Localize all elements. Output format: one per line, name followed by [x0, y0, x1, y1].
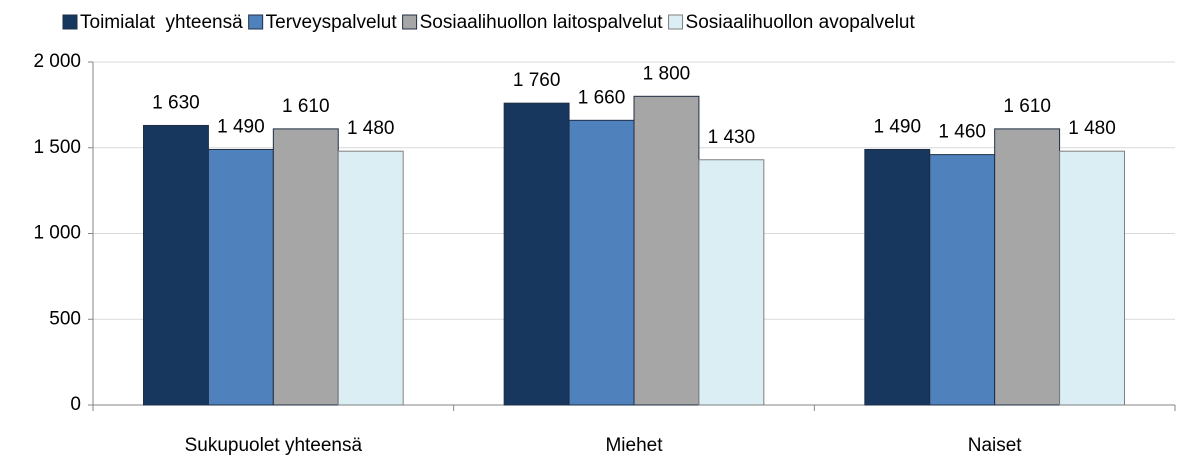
legend-label: Terveyspalvelut — [266, 12, 398, 33]
legend-label: Sosiaalihuollon laitospalvelut — [420, 12, 664, 33]
bar — [142, 124, 209, 406]
value-label: 1 760 — [513, 70, 561, 91]
bar — [272, 128, 339, 406]
legend-label: Toimialat yhteensä — [80, 12, 243, 33]
value-label: 1 480 — [347, 118, 395, 139]
legend-swatch — [668, 14, 684, 30]
bar — [1059, 150, 1126, 406]
y-tick-label: 500 — [49, 308, 81, 329]
value-label: 1 490 — [217, 116, 265, 137]
value-label: 1 800 — [643, 63, 691, 84]
y-tick-label: 2 000 — [33, 51, 81, 72]
y-tick-label: 1 000 — [33, 223, 81, 244]
bar — [503, 102, 570, 406]
value-label: 1 630 — [152, 92, 200, 113]
bar — [994, 128, 1061, 406]
bar — [207, 148, 274, 406]
bar — [633, 95, 700, 406]
legend-swatch — [402, 14, 418, 30]
x-tick-label: Naiset — [968, 435, 1023, 456]
bar — [698, 159, 765, 406]
value-label: 1 430 — [708, 127, 756, 148]
value-label: 1 610 — [282, 96, 330, 117]
value-label: 1 490 — [874, 116, 922, 137]
value-label: 1 660 — [578, 87, 626, 108]
value-label: 1 610 — [1003, 96, 1051, 117]
x-tick-label: Sukupuolet yhteensä — [185, 435, 363, 456]
legend-swatch — [62, 14, 78, 30]
x-tick-label: Miehet — [605, 435, 663, 456]
bar — [337, 150, 404, 406]
legend-label: Sosiaalihuollon avopalvelut — [686, 12, 916, 33]
bar — [568, 119, 635, 406]
bar — [929, 154, 996, 406]
y-tick-label: 0 — [70, 394, 81, 415]
value-label: 1 480 — [1068, 118, 1116, 139]
y-tick-label: 1 500 — [33, 137, 81, 158]
legend-swatch — [248, 14, 264, 30]
bar — [864, 148, 931, 406]
value-label: 1 460 — [938, 122, 986, 143]
